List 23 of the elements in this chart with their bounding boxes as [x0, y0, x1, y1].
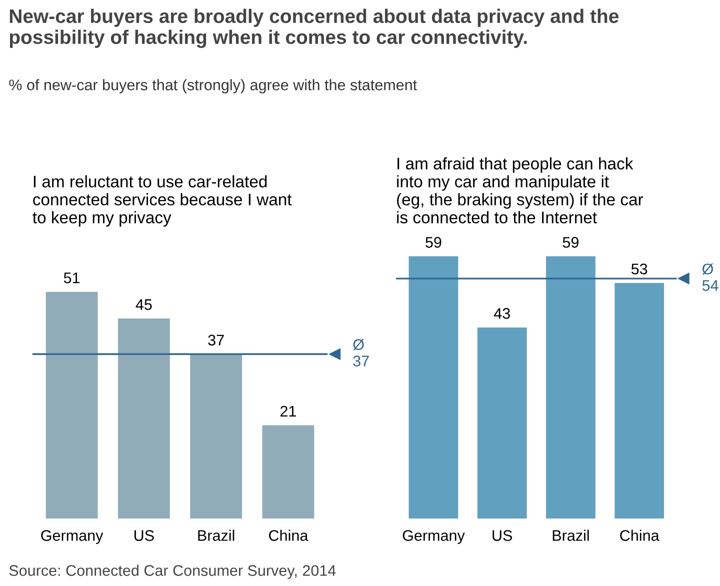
ref-line-label: Ø 54: [702, 263, 718, 291]
x-tick-label: China: [269, 530, 308, 541]
x-tick-label: Germany: [41, 530, 104, 544]
x-tick-label: Brazil: [198, 530, 234, 541]
data-label: 51: [64, 272, 80, 284]
text: New-car buyers are broadly concerned about data privacy and the possibility of hacking when it comes to car connectivity.: [10, 8, 619, 48]
data-label: 37: [208, 334, 224, 346]
ref-line-label: Ø 37: [353, 338, 369, 366]
x-tick-label: Brazil: [552, 530, 589, 541]
data-label: 59: [426, 236, 442, 248]
data-label: 43: [494, 308, 510, 319]
chart-title: I am afraid that people can hack into my car and manipulate it (eg, the braking system) if the car is connected to the Internet: [397, 157, 644, 224]
text: % of new-car buyers that (strongly) agree with the statement: [9, 79, 417, 94]
chart-title: I am reluctant to use car-related connected services because I want to keep my privacy: [32, 175, 292, 227]
data-label: 21: [280, 406, 296, 417]
data-label: 53: [631, 264, 648, 274]
x-tick-label: China: [620, 530, 660, 541]
source-note: Source: Connected Car Consumer Survey, 2014: [9, 564, 336, 579]
x-tick-label: US: [134, 530, 154, 541]
x-tick-label: Germany: [402, 530, 465, 544]
data-label: 59: [562, 236, 578, 248]
x-tick-label: US: [492, 530, 512, 541]
data-label: 45: [136, 299, 152, 310]
